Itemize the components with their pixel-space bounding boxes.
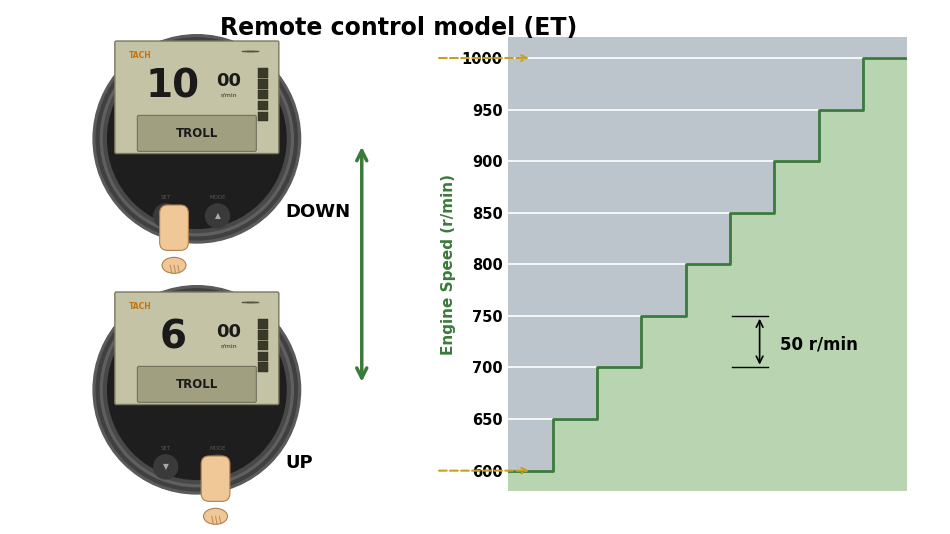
Text: ▲: ▲ [215,462,220,472]
FancyBboxPatch shape [138,115,256,151]
Text: MODE: MODE [209,446,226,451]
Text: ▲: ▲ [215,211,220,221]
Text: MODE: MODE [209,195,226,200]
Bar [258,329,268,340]
Circle shape [205,455,230,479]
Circle shape [154,455,178,479]
Text: Remote control model (ET): Remote control model (ET) [220,16,578,40]
Circle shape [101,293,294,486]
Circle shape [96,289,297,491]
Circle shape [93,286,300,494]
FancyBboxPatch shape [115,41,279,154]
FancyBboxPatch shape [115,292,279,405]
Circle shape [205,204,230,228]
Text: TROLL: TROLL [176,378,218,391]
Bar [258,351,268,362]
Text: 6: 6 [160,318,186,356]
Bar [258,78,268,89]
Circle shape [107,49,286,229]
Text: 00: 00 [217,72,241,90]
Text: SET: SET [161,446,171,451]
Text: ▼: ▼ [162,211,169,221]
Circle shape [104,296,290,484]
Text: TACH: TACH [129,51,152,60]
Circle shape [107,300,286,480]
Text: SET: SET [161,195,171,200]
Bar [258,90,268,99]
Bar [258,319,268,328]
Circle shape [104,45,290,233]
Circle shape [96,38,297,240]
Circle shape [93,35,300,243]
Text: DOWN: DOWN [285,203,351,221]
FancyBboxPatch shape [160,205,188,250]
Circle shape [101,42,294,235]
Ellipse shape [162,257,186,273]
Circle shape [154,204,178,228]
Text: 50 r/min: 50 r/min [780,336,858,354]
Text: UP: UP [285,454,313,472]
Polygon shape [508,58,907,491]
FancyBboxPatch shape [201,456,230,501]
Text: TROLL: TROLL [176,127,218,140]
Bar [258,341,268,350]
Bar [258,363,268,372]
Bar [258,68,268,77]
Y-axis label: Engine Speed (r/min): Engine Speed (r/min) [441,174,456,355]
Text: 10: 10 [145,67,200,105]
Text: ▼: ▼ [162,462,169,472]
Text: 00: 00 [217,323,241,341]
Ellipse shape [203,508,227,524]
Bar [258,112,268,121]
Text: TACH: TACH [129,302,152,311]
Bar [258,100,268,111]
Text: r/min: r/min [220,343,238,349]
Text: r/min: r/min [220,92,238,98]
FancyBboxPatch shape [138,366,256,402]
